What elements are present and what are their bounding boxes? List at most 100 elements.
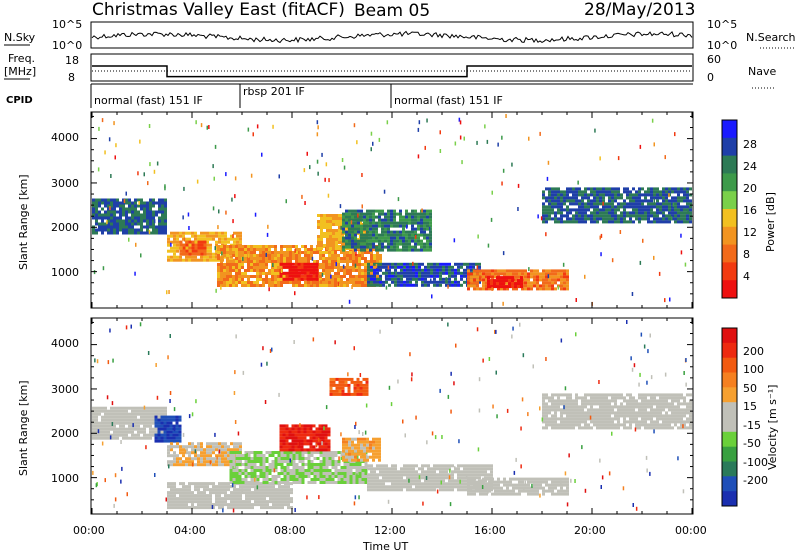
noise-cell <box>575 298 577 302</box>
heatmap-cell <box>298 454 302 457</box>
heatmap-cell <box>331 457 335 460</box>
heatmap-cell <box>357 224 360 228</box>
heatmap-cell <box>417 233 420 237</box>
heatmap-cell <box>167 506 170 510</box>
heatmap-cell <box>176 234 179 238</box>
heatmap-cell <box>206 497 209 501</box>
heatmap-cell <box>271 481 275 484</box>
heatmap-cell <box>403 280 406 284</box>
heatmap-cell <box>372 233 375 237</box>
heatmap-cell <box>215 503 218 507</box>
heatmap-cell <box>107 216 110 220</box>
heatmap-cell <box>280 466 284 469</box>
heatmap-cell <box>325 278 328 281</box>
heatmap-cell <box>260 500 263 504</box>
heatmap-cell <box>397 283 400 287</box>
noise-cell <box>220 285 222 290</box>
heatmap-cell <box>137 433 140 437</box>
heatmap-cell <box>158 231 161 235</box>
heatmap-cell <box>291 268 295 272</box>
heatmap-cell <box>341 386 345 390</box>
freq-tick-top: 18 <box>65 54 79 67</box>
heatmap-cell <box>363 245 366 249</box>
heatmap-cell <box>194 494 197 498</box>
heatmap-cell <box>288 442 292 446</box>
heatmap-cell <box>161 225 164 229</box>
heatmap-cell <box>250 266 253 269</box>
heatmap-cell <box>659 208 662 212</box>
heatmap-cell <box>656 214 659 218</box>
heatmap-cell <box>442 262 445 266</box>
heatmap-cell <box>351 239 354 243</box>
heatmap-cell <box>92 204 95 208</box>
heatmap-cell <box>393 242 396 246</box>
heatmap-cell <box>575 217 578 221</box>
heatmap-cell <box>173 497 176 501</box>
heatmap-cell <box>250 457 254 460</box>
heatmap-cell <box>370 260 373 263</box>
heatmap-cell <box>334 251 337 254</box>
heatmap-cell <box>149 225 152 229</box>
heatmap-cell <box>424 283 427 287</box>
heatmap-cell <box>518 272 521 276</box>
heatmap-cell <box>572 187 575 191</box>
heatmap-cell <box>578 220 581 224</box>
heatmap-cell <box>402 224 405 228</box>
heatmap-cell <box>399 221 402 225</box>
heatmap-cell <box>298 460 302 463</box>
heatmap-cell <box>241 454 245 457</box>
heatmap-cell <box>337 269 340 272</box>
heatmap-cell <box>351 221 354 225</box>
heatmap-cell <box>406 485 409 489</box>
heatmap-cell <box>581 217 584 221</box>
noise-cell <box>299 250 302 255</box>
noise-cell <box>327 193 330 198</box>
heatmap-cell <box>373 257 376 260</box>
heatmap-cell <box>212 252 215 256</box>
heatmap-cell <box>212 442 215 446</box>
heatmap-cell <box>387 233 390 237</box>
heatmap-cell <box>244 254 247 257</box>
heatmap-cell <box>178 436 182 440</box>
heatmap-cell <box>125 198 128 202</box>
heatmap-cell <box>548 199 551 203</box>
heatmap-cell <box>375 437 378 441</box>
heatmap-cell <box>623 211 626 215</box>
heatmap-cell <box>578 190 581 194</box>
heatmap-cell <box>644 214 647 218</box>
heatmap-cell <box>98 222 101 226</box>
heatmap-cell <box>257 497 260 501</box>
heatmap-cell <box>122 418 125 422</box>
heatmap-cell <box>445 268 448 272</box>
heatmap-cell <box>206 451 209 455</box>
heatmap-cell <box>366 449 369 453</box>
heatmap-cell <box>223 263 226 266</box>
heatmap-cell <box>346 263 349 266</box>
heatmap-cell <box>379 482 382 486</box>
heatmap-cell <box>382 265 385 269</box>
heatmap-cell <box>326 226 329 229</box>
heatmap-cell <box>457 283 460 287</box>
heatmap-cell <box>279 427 283 431</box>
heatmap-cell <box>191 457 194 461</box>
heatmap-cell <box>161 231 164 235</box>
heatmap-cell <box>297 436 301 440</box>
heatmap-cell <box>596 220 599 224</box>
heatmap-cell <box>366 230 369 234</box>
heatmap-cell <box>217 278 220 281</box>
heatmap-cell <box>611 202 614 206</box>
heatmap-cell <box>421 473 424 477</box>
heatmap-cell <box>345 440 348 444</box>
heatmap-cell <box>584 202 587 206</box>
heatmap-cell <box>653 217 656 221</box>
heatmap-cell <box>179 231 182 235</box>
heatmap-cell <box>166 424 170 428</box>
heatmap-cell <box>288 430 292 434</box>
heatmap-cell <box>686 199 689 203</box>
heatmap-cell <box>334 451 338 454</box>
heatmap-cell <box>485 272 488 276</box>
heatmap-cell <box>605 193 608 197</box>
heatmap-cell <box>327 448 331 452</box>
heatmap-cell <box>188 255 191 259</box>
heatmap-cell <box>125 222 128 226</box>
